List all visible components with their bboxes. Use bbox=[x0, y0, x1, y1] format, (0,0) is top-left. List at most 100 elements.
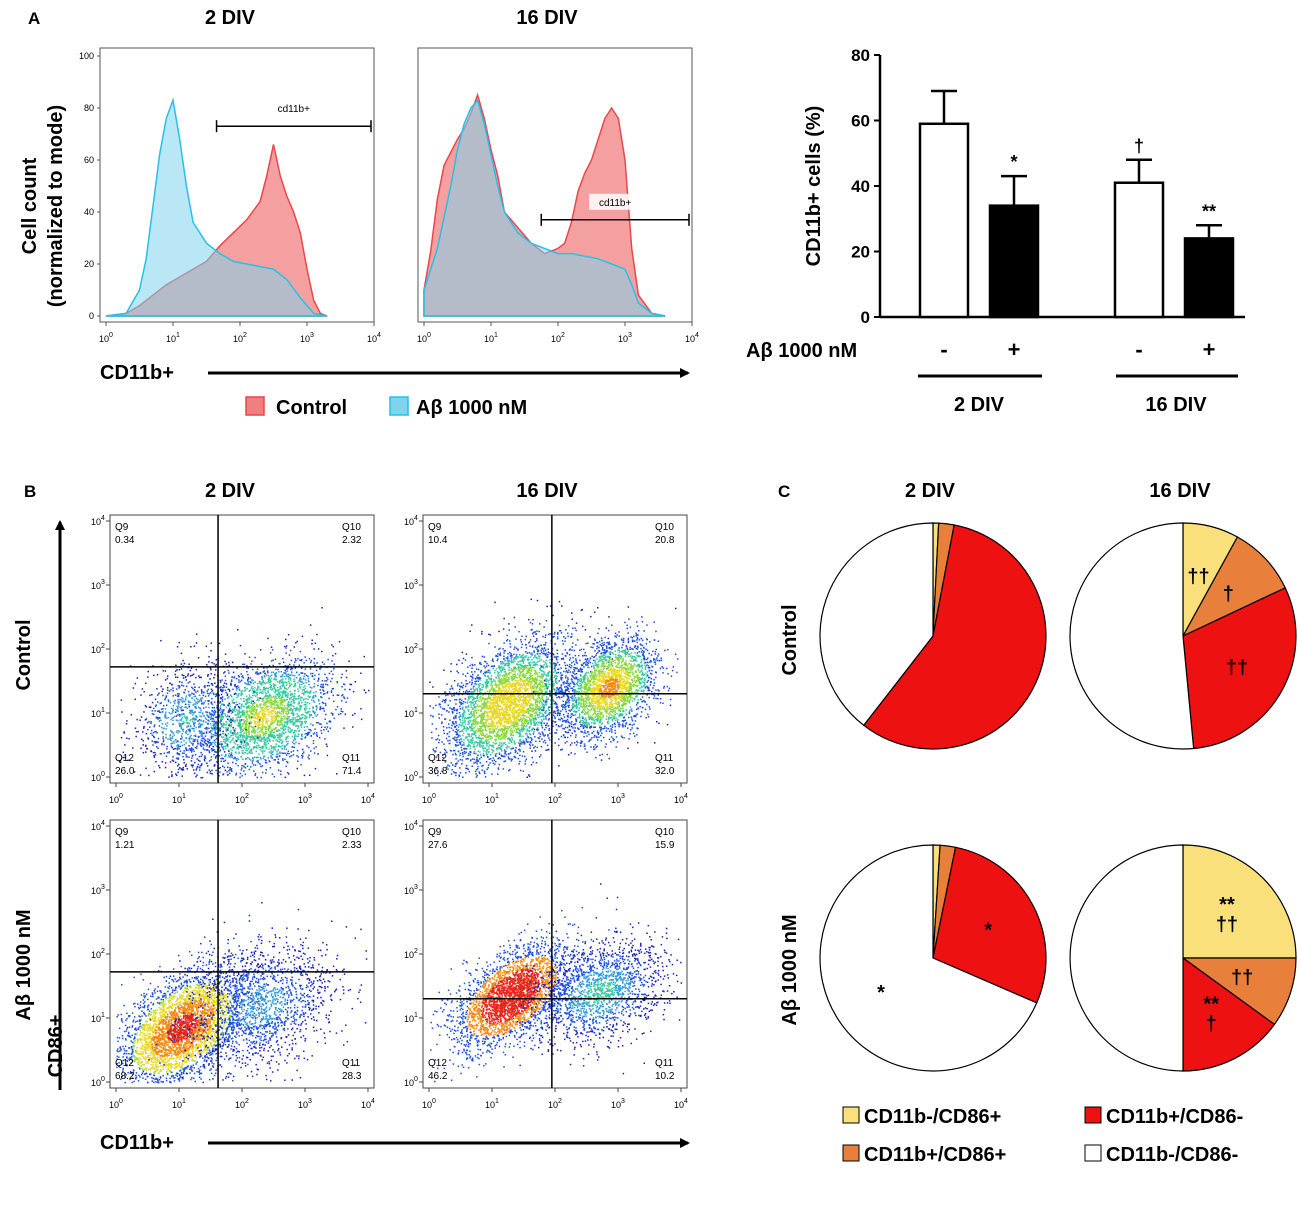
scatter-point bbox=[294, 690, 296, 692]
scatter-point bbox=[299, 710, 301, 712]
scatter-point bbox=[223, 723, 225, 725]
bar-ytick-label: 0 bbox=[861, 308, 870, 327]
scatter-point bbox=[320, 684, 322, 686]
scatter-point bbox=[333, 701, 335, 703]
scatter-point bbox=[336, 773, 338, 775]
scatter-point bbox=[197, 741, 199, 743]
scatter-point bbox=[299, 687, 301, 689]
scatter-point bbox=[293, 750, 295, 752]
scatter-point bbox=[192, 766, 194, 768]
scatter-point bbox=[308, 758, 310, 760]
histogram-xtick-label: 101 bbox=[484, 332, 498, 344]
bar-significance: ** bbox=[1202, 201, 1216, 221]
scatter-point bbox=[278, 770, 280, 772]
histogram-2div: 020406080100100 101 102 103 104cd11b+ bbox=[79, 48, 381, 344]
scatter-point bbox=[245, 736, 247, 738]
scatter-point bbox=[232, 700, 234, 702]
scatter-point bbox=[201, 756, 203, 758]
scatter-point bbox=[273, 717, 275, 719]
scatter-point bbox=[212, 734, 214, 736]
scatter-point bbox=[286, 674, 288, 676]
scatter-point bbox=[228, 770, 230, 772]
scatter-point bbox=[271, 647, 273, 649]
scatter-point bbox=[294, 681, 296, 683]
histogram-legend: Control Aβ 1000 nM bbox=[246, 397, 527, 419]
scatter-point bbox=[231, 740, 233, 742]
scatter-point bbox=[314, 728, 316, 730]
scatter-point bbox=[312, 673, 314, 675]
scatter-point bbox=[272, 722, 274, 724]
scatter-point bbox=[211, 727, 213, 729]
histogram-xtick-label: 103 bbox=[300, 332, 314, 344]
scatter-point bbox=[279, 753, 281, 755]
scatter-point bbox=[275, 684, 277, 686]
scatter-point bbox=[286, 684, 288, 686]
scatter-point bbox=[241, 756, 243, 758]
scatter-point bbox=[277, 681, 279, 683]
scatter-point bbox=[243, 733, 245, 735]
scatter-point bbox=[221, 754, 223, 756]
scatter-point bbox=[263, 758, 265, 760]
scatter-point bbox=[236, 688, 238, 690]
scatter-point bbox=[318, 722, 320, 724]
scatter-point bbox=[258, 753, 260, 755]
scatter-point bbox=[269, 682, 271, 684]
scatter-point bbox=[308, 684, 310, 686]
scatter-point bbox=[241, 767, 243, 769]
scatter-point bbox=[282, 695, 284, 697]
scatter-point bbox=[281, 748, 283, 750]
scatter-point bbox=[256, 757, 258, 759]
scatter-point bbox=[265, 772, 267, 774]
scatter-point bbox=[279, 682, 281, 684]
scatter-point bbox=[246, 735, 248, 737]
scatter-point bbox=[279, 741, 281, 743]
scatter-point bbox=[212, 729, 214, 731]
scatter-point bbox=[231, 771, 233, 773]
scatter-point bbox=[223, 727, 225, 729]
scatter-point bbox=[291, 660, 293, 662]
scatter-point bbox=[289, 716, 291, 718]
scatter-point bbox=[298, 698, 300, 700]
scatter-point bbox=[240, 695, 242, 697]
scatter-point bbox=[221, 679, 223, 681]
scatter-point bbox=[233, 758, 235, 760]
scatter-point bbox=[279, 716, 281, 718]
scatter-point bbox=[322, 680, 324, 682]
scatter-point bbox=[224, 698, 226, 700]
legend-swatch-control bbox=[246, 397, 264, 415]
scatter-point bbox=[310, 668, 312, 670]
scatter-point bbox=[316, 734, 318, 736]
scatter-point bbox=[299, 684, 301, 686]
scatter-point bbox=[178, 764, 180, 766]
scatter-point bbox=[305, 701, 307, 703]
scatter-point bbox=[264, 711, 266, 713]
scatter-point bbox=[238, 748, 240, 750]
scatter-point bbox=[249, 746, 251, 748]
scatter-point bbox=[238, 687, 240, 689]
scatter-point bbox=[264, 718, 266, 720]
scatter-point bbox=[312, 724, 314, 726]
histogram-xtick-label: 100 bbox=[417, 332, 431, 344]
scatter-point bbox=[227, 738, 229, 740]
scatter-point bbox=[213, 754, 215, 756]
scatter-point bbox=[276, 698, 278, 700]
scatter-point bbox=[266, 769, 268, 771]
scatter-point bbox=[301, 692, 303, 694]
scatter-point bbox=[279, 681, 281, 683]
scatter-point bbox=[288, 687, 290, 689]
bar-ytick-label: 80 bbox=[851, 46, 870, 65]
scatter-point bbox=[246, 688, 248, 690]
scatter-point bbox=[286, 682, 288, 684]
scatter-point bbox=[280, 671, 282, 673]
scatter-point bbox=[293, 679, 295, 681]
scatter-point bbox=[278, 705, 280, 707]
scatter-point bbox=[282, 728, 284, 730]
scatter-point bbox=[270, 688, 272, 690]
scatter-point bbox=[182, 723, 184, 725]
scatter-point bbox=[326, 728, 328, 730]
scatter-xlabel: CD11b+ bbox=[100, 1132, 174, 1154]
scatter-point bbox=[257, 729, 259, 731]
scatter-point bbox=[199, 756, 201, 758]
panel-a: A 2 DIV 16 DIV Cell count (normalized to… bbox=[19, 7, 699, 419]
scatter-point bbox=[321, 697, 323, 699]
